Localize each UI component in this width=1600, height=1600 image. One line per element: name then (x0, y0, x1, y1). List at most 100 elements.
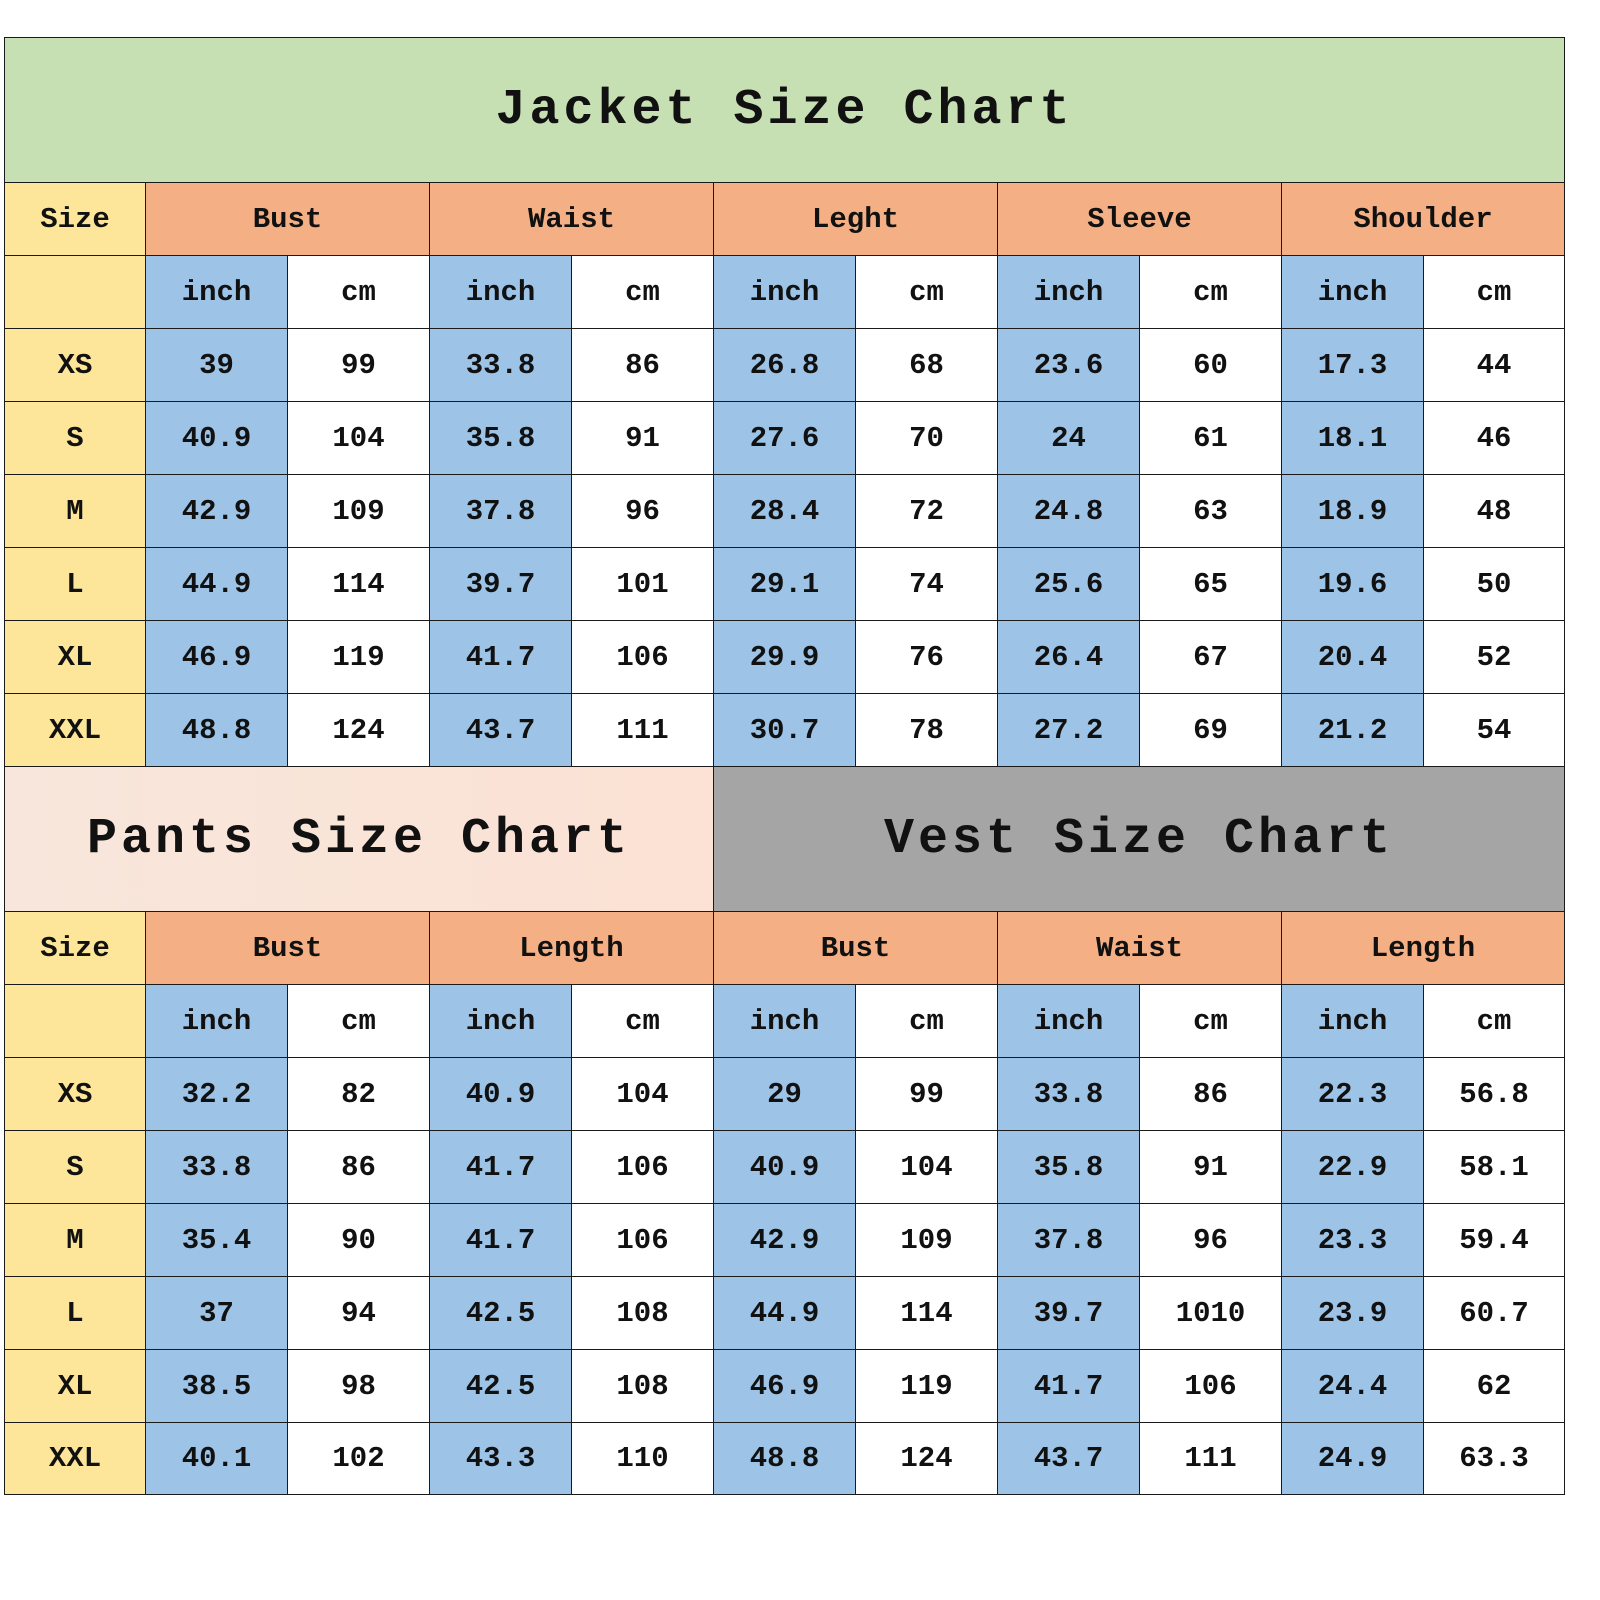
size-label: S (4, 1130, 146, 1204)
table-cell: 43.7 (429, 693, 572, 767)
table-cell: 54 (1423, 693, 1565, 767)
table-cell: 41.7 (429, 1203, 572, 1277)
unit-label-inch: inch (429, 984, 572, 1058)
table-cell: 20.4 (1281, 620, 1424, 694)
column-header: Length (1281, 911, 1565, 985)
table-cell: 102 (287, 1422, 430, 1495)
table-cell: 104 (287, 401, 430, 475)
table-cell: 74 (855, 547, 998, 621)
column-header: Waist (997, 911, 1282, 985)
table-cell: 27.2 (997, 693, 1140, 767)
table-cell: 96 (571, 474, 714, 548)
table-cell: 33.8 (997, 1057, 1140, 1131)
table-cell: 72 (855, 474, 998, 548)
table-cell: 59.4 (1423, 1203, 1565, 1277)
table-cell: 46.9 (713, 1349, 856, 1423)
size-label: XL (4, 1349, 146, 1423)
table-cell: 21.2 (1281, 693, 1424, 767)
table-cell: 99 (855, 1057, 998, 1131)
table-cell: 43.3 (429, 1422, 572, 1495)
table-cell: 39.7 (997, 1276, 1140, 1350)
size-header: Size (4, 182, 146, 256)
table-cell: 48.8 (145, 693, 288, 767)
table-cell: 41.7 (997, 1349, 1140, 1423)
column-header: Leght (713, 182, 998, 256)
table-cell: 60.7 (1423, 1276, 1565, 1350)
table-cell: 39.7 (429, 547, 572, 621)
table-cell: 38.5 (145, 1349, 288, 1423)
table-cell: 32.2 (145, 1057, 288, 1131)
table-cell: 68 (855, 328, 998, 402)
unit-label-inch: inch (429, 255, 572, 329)
column-header: Length (429, 911, 714, 985)
table-cell: 90 (287, 1203, 430, 1277)
table-cell: 37.8 (997, 1203, 1140, 1277)
table-cell: 37 (145, 1276, 288, 1350)
table-cell: 35.8 (997, 1130, 1140, 1204)
size-label: S (4, 401, 146, 475)
table-cell: 119 (855, 1349, 998, 1423)
vest-title: Vest Size Chart (713, 766, 1565, 912)
table-cell: 119 (287, 620, 430, 694)
table-cell: 40.1 (145, 1422, 288, 1495)
table-cell: 86 (1139, 1057, 1282, 1131)
table-cell: 25.6 (997, 547, 1140, 621)
column-header: Bust (145, 182, 430, 256)
table-cell: 58.1 (1423, 1130, 1565, 1204)
table-cell: 23.6 (997, 328, 1140, 402)
table-cell: 23.9 (1281, 1276, 1424, 1350)
table-cell: 35.4 (145, 1203, 288, 1277)
table-cell: 124 (287, 693, 430, 767)
table-cell: 104 (855, 1130, 998, 1204)
table-cell: 60 (1139, 328, 1282, 402)
table-cell: 26.8 (713, 328, 856, 402)
table-cell: 48.8 (713, 1422, 856, 1495)
table-cell: 46.9 (145, 620, 288, 694)
table-cell: 1010 (1139, 1276, 1282, 1350)
table-cell: 96 (1139, 1203, 1282, 1277)
size-label: XL (4, 620, 146, 694)
table-cell: 22.9 (1281, 1130, 1424, 1204)
table-cell: 104 (571, 1057, 714, 1131)
table-cell: 108 (571, 1349, 714, 1423)
unit-label-cm: cm (287, 984, 430, 1058)
table-cell: 35.8 (429, 401, 572, 475)
table-cell: 33.8 (145, 1130, 288, 1204)
size-label: XXL (4, 1422, 146, 1495)
table-cell: 109 (855, 1203, 998, 1277)
table-cell: 91 (571, 401, 714, 475)
table-cell: 56.8 (1423, 1057, 1565, 1131)
table-cell: 33.8 (429, 328, 572, 402)
table-cell: 62 (1423, 1349, 1565, 1423)
table-cell: 110 (571, 1422, 714, 1495)
table-cell: 30.7 (713, 693, 856, 767)
table-cell: 24.4 (1281, 1349, 1424, 1423)
table-cell: 61 (1139, 401, 1282, 475)
table-cell: 27.6 (713, 401, 856, 475)
table-cell: 17.3 (1281, 328, 1424, 402)
unit-label-inch: inch (713, 984, 856, 1058)
table-cell: 111 (571, 693, 714, 767)
unit-label-cm: cm (1139, 255, 1282, 329)
table-cell: 50 (1423, 547, 1565, 621)
table-cell: 67 (1139, 620, 1282, 694)
unit-label-inch: inch (1281, 255, 1424, 329)
table-cell: 78 (855, 693, 998, 767)
table-cell: 24.9 (1281, 1422, 1424, 1495)
unit-label-inch: inch (145, 255, 288, 329)
table-cell: 29.1 (713, 547, 856, 621)
table-cell: 86 (571, 328, 714, 402)
table-cell: 40.9 (713, 1130, 856, 1204)
unit-label-cm: cm (1139, 984, 1282, 1058)
table-cell: 37.8 (429, 474, 572, 548)
table-cell: 52 (1423, 620, 1565, 694)
size-label: XS (4, 328, 146, 402)
unit-label-cm: cm (855, 255, 998, 329)
table-cell: 111 (1139, 1422, 1282, 1495)
column-header: Waist (429, 182, 714, 256)
table-cell: 29.9 (713, 620, 856, 694)
table-cell: 63.3 (1423, 1422, 1565, 1495)
jacket-title: Jacket Size Chart (4, 37, 1565, 183)
table-cell: 44.9 (145, 547, 288, 621)
table-cell: 18.1 (1281, 401, 1424, 475)
